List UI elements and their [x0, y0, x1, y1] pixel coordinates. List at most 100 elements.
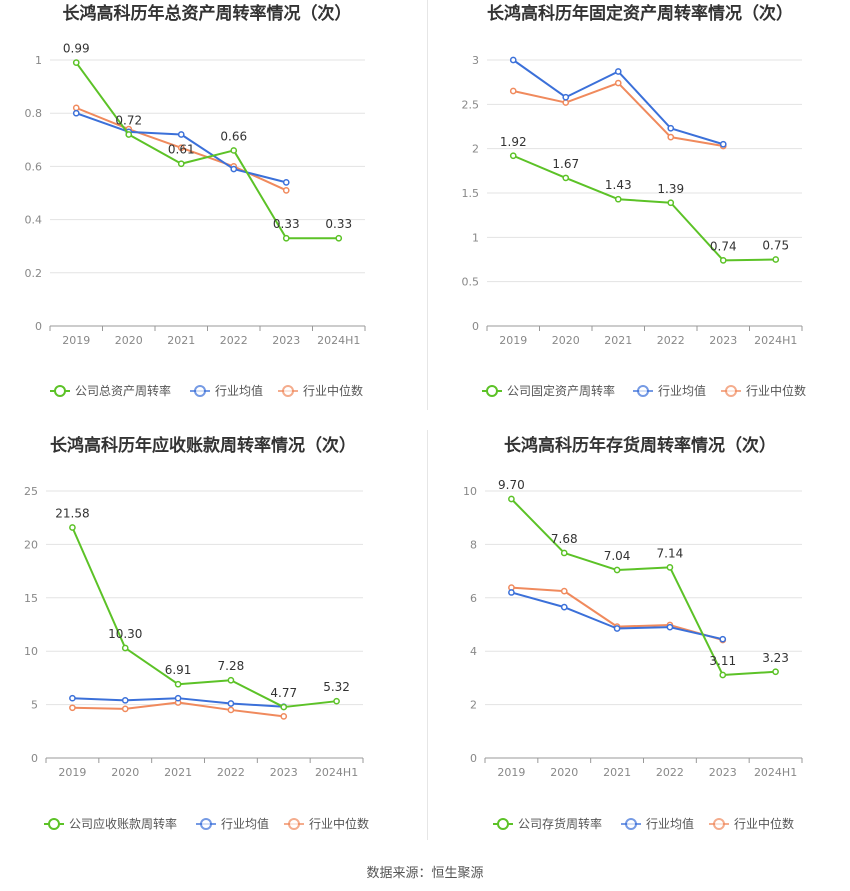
- y-tick-label: 0.5: [462, 276, 480, 289]
- y-tick-label: 1: [472, 231, 479, 244]
- data-point-company: [719, 257, 727, 264]
- data-point-company: [614, 195, 622, 203]
- x-tick-label: 2023: [709, 766, 737, 779]
- data-point-company: [177, 160, 185, 168]
- data-label: 0.33: [273, 217, 300, 231]
- data-point-median: [667, 133, 675, 141]
- data-point-company: [280, 703, 288, 711]
- x-tick-label: 2023: [272, 334, 300, 347]
- y-tick-label: 0.2: [25, 267, 43, 280]
- data-point-company: [772, 668, 779, 676]
- data-label: 1.92: [500, 135, 527, 149]
- x-tick-label: 2020: [552, 334, 580, 347]
- data-point-company: [174, 680, 182, 688]
- chart-panel-4: 长鸿高科历年存货周转率情况（次） 0 2 4 6 8 10 2019 2020 2021 2022 2…: [463, 435, 803, 831]
- series-line-company: [75, 62, 339, 240]
- data-point-median: [72, 104, 80, 112]
- data-label: 0.72: [115, 113, 142, 127]
- data-point-company: [719, 671, 727, 679]
- data-label: 3.11: [709, 654, 736, 668]
- data-point-company: [613, 566, 621, 574]
- data-point-avg: [562, 93, 570, 101]
- y-tick-label: 0: [31, 752, 38, 765]
- data-label: 0.66: [220, 129, 247, 143]
- legend-marker-company: [54, 385, 66, 397]
- legend-marker-avg: [200, 818, 212, 830]
- series-line-median: [513, 82, 724, 147]
- data-point-avg: [719, 635, 727, 643]
- x-tick-label: 2021: [164, 766, 192, 779]
- data-point-median: [177, 144, 185, 152]
- y-tick-label: 6: [470, 592, 477, 605]
- data-point-avg: [72, 109, 80, 117]
- data-point-median: [509, 87, 517, 95]
- y-tick-label: 0: [35, 320, 42, 333]
- data-point-avg: [666, 623, 674, 631]
- chart-title: 长鸿高科历年总资产周转率情况（次）: [63, 3, 352, 24]
- legend-label-median: 行业中位数: [734, 816, 794, 831]
- data-point-median: [121, 705, 129, 713]
- data-point-company: [121, 644, 129, 652]
- x-tick-label: 2019: [62, 334, 90, 347]
- data-label: 7.14: [657, 546, 684, 560]
- data-point-median: [562, 99, 570, 106]
- y-tick-label: 4: [470, 645, 477, 658]
- chart-title: 长鸿高科历年应收账款周转率情况（次）: [50, 435, 356, 456]
- series-line-company: [71, 527, 337, 709]
- legend-label-company: 公司存货周转率: [518, 816, 602, 831]
- data-point-company: [69, 524, 76, 531]
- data-point-company: [333, 697, 340, 705]
- data-point-median: [69, 704, 76, 712]
- x-tick-label: 2021: [603, 766, 631, 779]
- data-point-avg: [69, 694, 76, 702]
- data-point-avg: [174, 694, 182, 702]
- x-tick-label: 2023: [270, 766, 298, 779]
- x-tick-label: 2024H1: [754, 766, 797, 779]
- x-tick-label: 2020: [111, 766, 139, 779]
- x-tick-label: 2024H1: [317, 334, 360, 347]
- legend-label-avg: 行业均值: [646, 816, 694, 831]
- data-point-avg: [121, 696, 129, 704]
- legend-label-median: 行业中位数: [303, 383, 363, 398]
- data-point-median: [560, 587, 568, 595]
- data-point-company: [667, 199, 675, 207]
- data-point-median: [227, 706, 235, 714]
- data-point-avg: [282, 179, 290, 186]
- chart-panel-2: 长鸿高科历年固定资产周转率情况（次） 0 0.5 1 1.5 2 2.5 3 2019 2020 2…: [462, 3, 807, 398]
- data-point-avg: [614, 68, 622, 75]
- y-tick-label: 0.4: [25, 214, 43, 227]
- data-point-company: [227, 676, 235, 684]
- data-point-company: [230, 147, 238, 154]
- x-tick-label: 2022: [656, 766, 684, 779]
- legend-label-median: 行业中位数: [309, 816, 369, 831]
- legend-marker-avg: [637, 385, 649, 397]
- data-point-company: [72, 59, 80, 67]
- x-tick-label: 2022: [657, 334, 685, 347]
- legend-label-avg: 行业均值: [221, 816, 269, 831]
- data-label: 0.61: [168, 143, 195, 157]
- data-point-avg: [719, 140, 727, 148]
- x-tick-label: 2020: [115, 334, 143, 347]
- data-label: 7.28: [218, 659, 245, 673]
- data-label: 4.77: [270, 686, 297, 700]
- data-point-avg: [508, 589, 515, 596]
- legend-marker-median: [713, 818, 725, 830]
- y-tick-label: 1: [35, 54, 42, 67]
- chart-panel-1: 长鸿高科历年总资产周转率情况（次） 0 0.2 0.4 0.6 0.8 1 2019 2020 2…: [25, 3, 366, 398]
- legend-marker-median: [288, 818, 300, 830]
- data-point-avg: [227, 700, 235, 707]
- data-label: 10.30: [108, 627, 142, 641]
- data-label: 0.33: [325, 217, 352, 231]
- data-label: 1.39: [657, 182, 684, 196]
- data-label: 9.70: [498, 478, 525, 492]
- data-source-note: 数据来源：恒生聚源: [366, 866, 484, 881]
- legend-marker-company: [486, 385, 498, 397]
- data-point-avg: [613, 625, 621, 632]
- chart-title: 长鸿高科历年存货周转率情况（次）: [504, 435, 776, 456]
- series-line-company: [510, 498, 776, 676]
- panel-divider-bottom: [427, 430, 428, 840]
- data-point-median: [280, 712, 288, 720]
- legend-marker-median: [282, 385, 294, 397]
- legend-label-company: 公司总资产周转率: [75, 383, 171, 398]
